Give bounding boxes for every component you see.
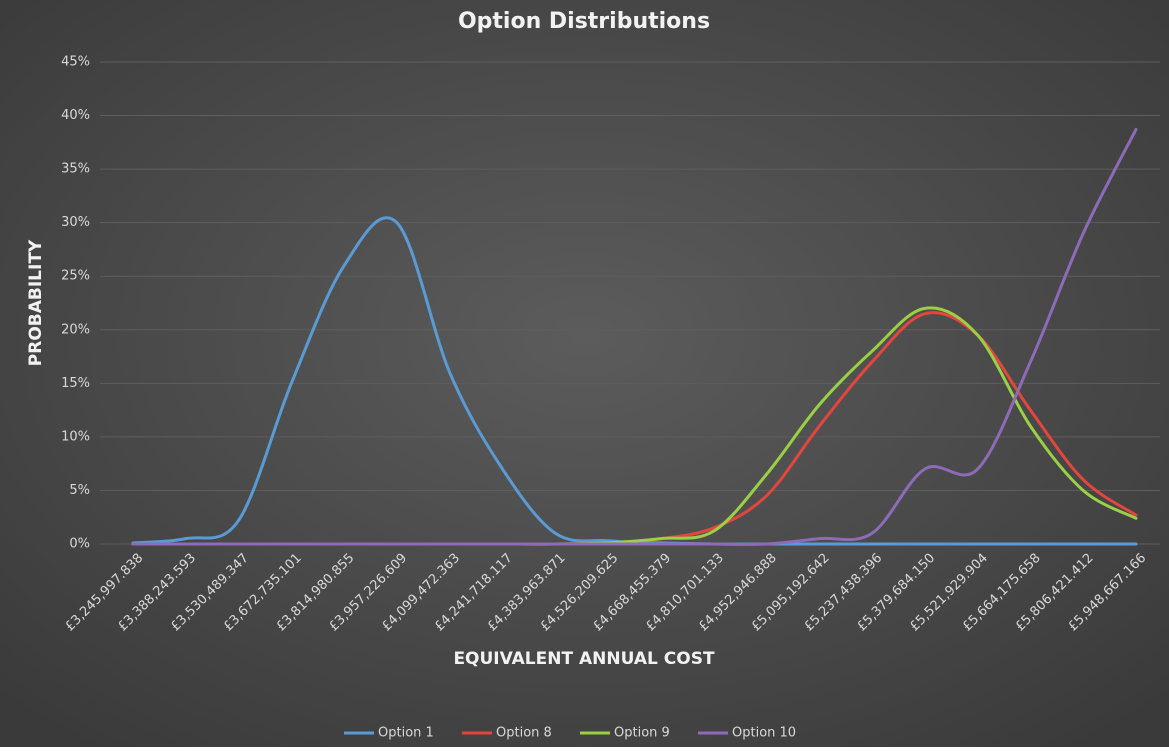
series-line <box>131 127 1138 546</box>
y-tick-label: 0% <box>69 537 90 552</box>
y-tick-label: 15% <box>61 376 90 391</box>
y-tick-label: 25% <box>61 269 90 284</box>
y-tick-label: 20% <box>61 322 90 337</box>
y-tick-label: 30% <box>61 215 90 230</box>
x-axis-label: EQUIVALENT ANNUAL COST <box>453 649 715 669</box>
legend-label: Option 10 <box>732 726 796 741</box>
y-tick-label: 35% <box>61 162 90 177</box>
y-tick-label: 45% <box>61 55 90 70</box>
chart-title: Option Distributions <box>458 9 710 34</box>
y-axis-label: PROBABILITY <box>26 239 46 366</box>
y-tick-label: 5% <box>69 483 90 498</box>
y-tick-label: 10% <box>61 429 90 444</box>
legend-label: Option 8 <box>496 726 552 741</box>
y-tick-label: 40% <box>61 108 90 123</box>
series-line <box>131 216 1138 546</box>
legend-label: Option 1 <box>378 726 434 741</box>
legend-label: Option 9 <box>614 726 670 741</box>
